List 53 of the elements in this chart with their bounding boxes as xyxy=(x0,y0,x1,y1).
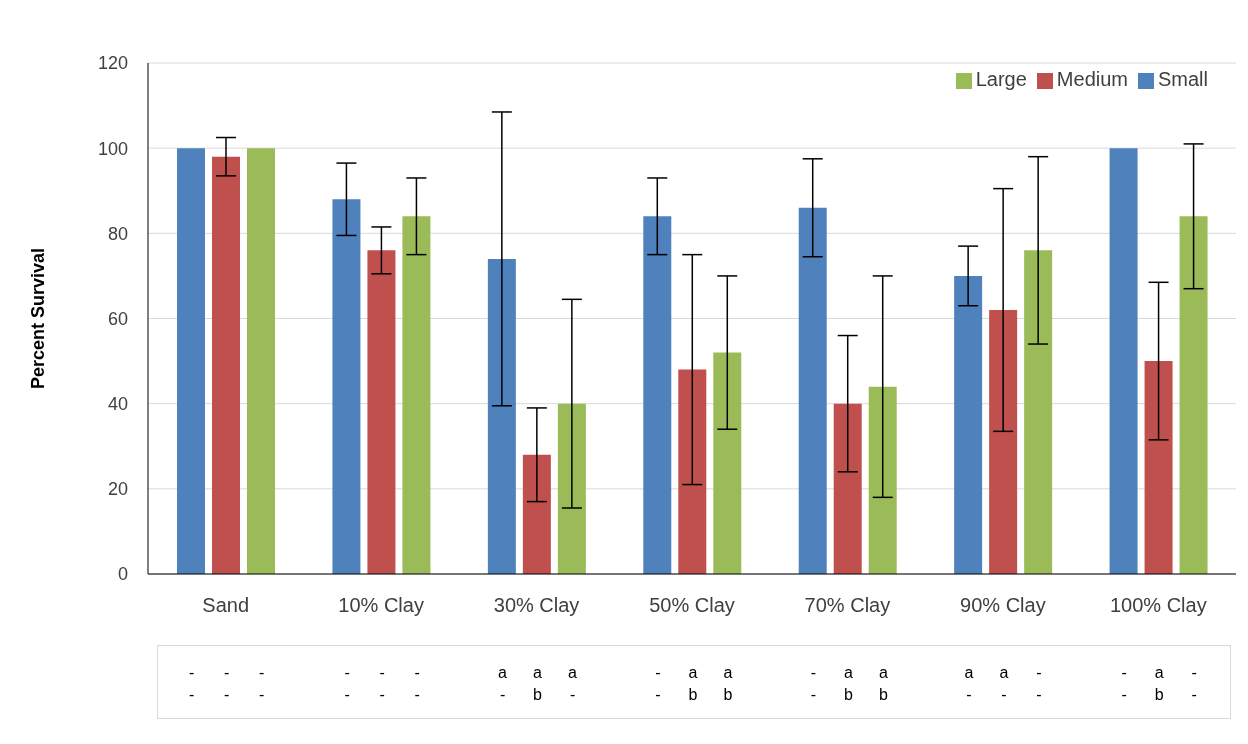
bar xyxy=(522,454,551,574)
x-tick-label: 10% Clay xyxy=(338,594,424,617)
text: - b - xyxy=(499,686,576,703)
x-tick-label: 70% Clay xyxy=(804,594,891,617)
text: - a - xyxy=(1121,664,1197,681)
bar xyxy=(1144,361,1173,574)
bar xyxy=(868,386,897,574)
bar xyxy=(954,275,983,574)
bar xyxy=(487,258,516,574)
text: a a - xyxy=(964,664,1042,681)
text: - - - xyxy=(189,664,265,681)
legend-label: Medium xyxy=(1056,68,1128,90)
y-tick-label: 120 xyxy=(97,53,128,74)
text: - - - xyxy=(344,686,420,703)
bar xyxy=(989,309,1018,574)
y-tick-label: 60 xyxy=(107,308,128,329)
bar xyxy=(1024,250,1053,574)
bar xyxy=(1109,148,1138,574)
bar xyxy=(798,207,827,574)
bar xyxy=(212,156,240,574)
bar xyxy=(247,148,275,574)
bar xyxy=(833,403,862,574)
text: - a a xyxy=(810,664,888,681)
bar xyxy=(367,250,396,574)
x-tick-label: 30% Clay xyxy=(493,594,580,617)
y-tick-label: 100 xyxy=(97,138,128,159)
text: - b - xyxy=(1121,686,1197,703)
bar xyxy=(557,403,586,574)
y-tick-label: 80 xyxy=(107,223,128,244)
text: - - - xyxy=(966,686,1042,703)
text: - a a xyxy=(655,664,733,681)
bar xyxy=(678,369,707,574)
x-tick-label: 50% Clay xyxy=(649,594,735,617)
bar xyxy=(177,148,205,574)
legend-label: Large xyxy=(975,68,1027,90)
y-tick-label: 0 xyxy=(117,564,128,585)
text: a a a xyxy=(498,664,578,681)
y-tick-label: 20 xyxy=(107,479,128,500)
x-tick-label: Sand xyxy=(202,594,250,617)
y-axis-title: Percent Survival xyxy=(28,247,49,390)
text: - - - xyxy=(344,664,420,681)
bar xyxy=(643,216,672,574)
y-tick-label: 40 xyxy=(107,394,128,415)
text: - b b xyxy=(810,686,888,703)
x-tick-label: 100% Clay xyxy=(1109,594,1207,617)
text: - - - xyxy=(189,686,265,703)
legend-label: Small xyxy=(1157,68,1208,90)
text: - b b xyxy=(655,686,733,703)
bar xyxy=(402,216,431,574)
bar xyxy=(713,352,742,574)
bar xyxy=(1179,216,1208,574)
bar xyxy=(332,199,361,574)
x-tick-label: 90% Clay xyxy=(960,594,1046,617)
